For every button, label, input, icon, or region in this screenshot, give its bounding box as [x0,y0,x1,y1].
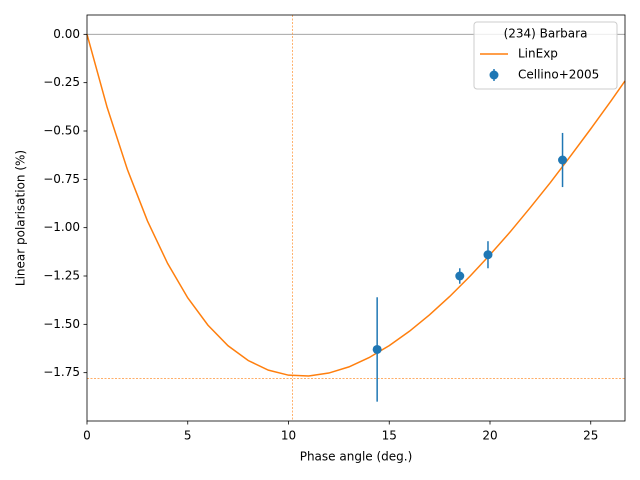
y-tick-label: −0.50 [43,124,80,138]
x-tick-label: 10 [281,429,296,443]
legend-box [473,21,618,90]
y-tick-label: −1.75 [43,365,80,379]
data-point [372,344,382,354]
data-point [558,155,568,165]
x-tick-label: 20 [482,429,497,443]
y-tick-label: 0.00 [53,27,80,41]
x-tick-label: 15 [382,429,397,443]
x-tick-label: 25 [583,429,598,443]
y-tick-label: −1.50 [43,317,80,331]
y-tick-label: −0.25 [43,75,80,89]
x-tick-label: 5 [184,429,192,443]
legend-title: (234) Barbara [504,27,588,41]
line-series [86,34,626,377]
x-tick-label: 0 [83,429,91,443]
y-tick-label: −1.25 [43,269,80,283]
plot-frame [86,14,626,422]
legend-label: LinExp [518,47,558,61]
legend-label: Cellino+2005 [518,68,599,82]
data-point [455,271,465,281]
y-axis-label: Linear polarisation (%) [14,150,28,286]
data-point [483,250,493,260]
y-tick-label: −1.00 [43,220,80,234]
y-tick-label: −0.75 [43,172,80,186]
legend-swatch [489,70,499,80]
x-axis-label: Phase angle (deg.) [300,450,413,464]
